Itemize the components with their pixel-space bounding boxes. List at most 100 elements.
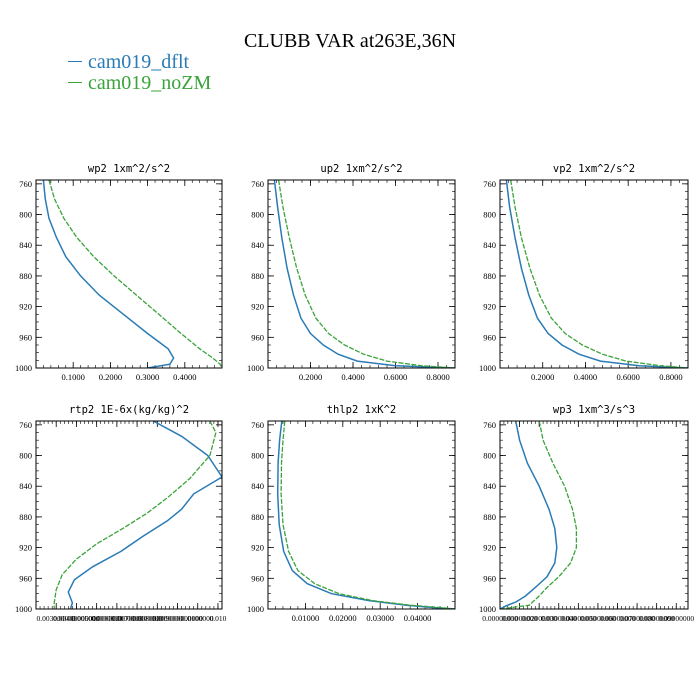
panel-title: up2 1xm^2/s^2 <box>320 163 402 175</box>
y-tick-label: 960 <box>483 573 496 583</box>
y-tick-label: 880 <box>251 512 264 522</box>
x-tick-label: 0.01000000 <box>502 614 538 623</box>
y-tick-label: 760 <box>19 420 32 430</box>
legend-label-nozm: cam019_noZM <box>88 72 212 94</box>
x-tick-label: 0.01000 <box>292 613 320 623</box>
x-tick-label: 0.006000000000 <box>92 614 143 623</box>
series-line-nozm <box>510 180 688 368</box>
x-tick-label: 0.09000000 <box>658 614 694 623</box>
y-tick-label: 920 <box>483 543 496 553</box>
y-tick-label: 800 <box>19 451 32 461</box>
x-tick-label: 0.005000000000 <box>71 614 122 623</box>
x-tick-label: 0.8000 <box>659 372 682 382</box>
panel-frame <box>35 420 223 610</box>
y-tick-label: 840 <box>251 481 264 491</box>
x-tick-label: 0.1000 <box>62 372 85 382</box>
x-tick-label: 0.8000 <box>426 372 449 382</box>
x-tick-label: 0.4000 <box>173 372 196 382</box>
series-line-dflt <box>505 180 688 368</box>
x-tick-label: 0.03000000 <box>541 614 577 623</box>
legend-swatch-nozm <box>68 81 82 83</box>
y-tick-label: 760 <box>483 420 496 430</box>
y-tick-label: 800 <box>251 451 264 461</box>
x-tick-label: 0.06000000 <box>600 614 636 623</box>
y-tick-label: 760 <box>251 420 264 430</box>
y-tick-label: 1000 <box>247 363 264 373</box>
panel-6: wp3 1xm^3/s^3 0.000000000.010000000.02000… <box>479 404 694 623</box>
y-tick-label: 760 <box>19 179 32 189</box>
x-tick-label: 0.08000000 <box>639 614 675 623</box>
y-tick-label: 960 <box>19 573 32 583</box>
y-tick-label: 840 <box>19 481 32 491</box>
legend-item-nozm: cam019_noZM <box>68 73 211 93</box>
x-tick-label: 0.010 <box>210 614 227 623</box>
figure-title: CLUBB VAR at263E,36N <box>243 30 457 52</box>
y-tick-label: 840 <box>19 240 32 250</box>
x-tick-label: 0.04000 <box>404 613 432 623</box>
x-tick-label: 0.02000000 <box>521 614 557 623</box>
x-tick-label: 0.07000000 <box>619 614 655 623</box>
series-line-nozm <box>500 421 578 609</box>
legend-swatch-dflt <box>68 60 82 62</box>
x-tick-label: 0.009000000000 <box>152 614 203 623</box>
y-tick-label: 920 <box>251 543 264 553</box>
x-tick-label: 0.03000 <box>366 613 394 623</box>
legend-item-dflt: cam019_dflt <box>68 52 189 72</box>
series-line-dflt <box>67 421 222 609</box>
panel-5: thlp2 1xK^2 0.01000 0.02000 0.03000 0.04000 7… <box>247 404 456 623</box>
x-tick-label: 0.2000 <box>531 372 554 382</box>
y-tick-label: 1000 <box>15 363 32 373</box>
y-tick-label: 960 <box>19 332 32 342</box>
y-tick-label: 960 <box>483 332 496 342</box>
x-tick-label: 0.4000 <box>341 372 364 382</box>
panel-title: wp3 1xm^3/s^3 <box>553 404 635 416</box>
x-tick-label: 0.2000 <box>299 372 322 382</box>
y-tick-label: 920 <box>19 543 32 553</box>
panel-title: wp2 1xm^2/s^2 <box>88 163 170 175</box>
y-tick-label: 840 <box>483 240 496 250</box>
x-tick-label: 0.00400000000 <box>53 614 100 623</box>
x-tick-label: 0.04000000 <box>561 614 597 623</box>
y-tick-label: 840 <box>251 240 264 250</box>
x-tick-label: 0.007000000000 <box>112 614 163 623</box>
series-line-nozm <box>277 180 455 368</box>
x-tick-label: 0.6000 <box>384 372 407 382</box>
y-tick-label: 960 <box>251 332 264 342</box>
y-tick-label: 800 <box>483 210 496 220</box>
x-tick-label: 0.2000 <box>99 372 122 382</box>
x-tick-label: 0.3000 <box>136 372 159 382</box>
panel-2: up2 1xm^2/s^2 0.2000 0.4000 0.6000 0.8000 760… <box>247 163 456 382</box>
panel-frame <box>499 420 689 610</box>
y-tick-label: 800 <box>251 210 264 220</box>
y-tick-label: 880 <box>251 271 264 281</box>
x-tick-label: 0.00000000 <box>482 614 518 623</box>
panel-title: thlp2 1xK^2 <box>327 404 397 416</box>
y-tick-label: 800 <box>483 451 496 461</box>
y-tick-label: 1000 <box>15 604 32 614</box>
y-tick-label: 800 <box>19 210 32 220</box>
series-line-dflt <box>273 180 455 368</box>
x-tick-label: 0.008000000000 <box>132 614 183 623</box>
panel-frame <box>267 179 456 369</box>
y-tick-label: 880 <box>483 271 496 281</box>
y-tick-label: 920 <box>251 302 264 312</box>
y-tick-label: 760 <box>483 179 496 189</box>
series-line-nozm <box>48 180 222 368</box>
y-tick-label: 880 <box>19 271 32 281</box>
y-tick-label: 760 <box>251 179 264 189</box>
panel-frame <box>267 420 456 610</box>
y-tick-label: 920 <box>19 302 32 312</box>
y-tick-label: 1000 <box>247 604 264 614</box>
panel-title: vp2 1xm^2/s^2 <box>553 163 635 175</box>
x-tick-label: 0.02000 <box>329 613 357 623</box>
x-tick-label: 0.0100000 <box>182 614 214 623</box>
x-tick-label: 0.003000000 <box>37 614 77 623</box>
series-line-dflt <box>500 421 558 609</box>
series-line-dflt <box>276 421 455 609</box>
panel-frame <box>35 179 223 369</box>
legend-label-dflt: cam019_dflt <box>88 51 190 73</box>
y-tick-label: 1000 <box>479 604 496 614</box>
panel-title: rtp2 1E-6x(kg/kg)^2 <box>69 404 189 416</box>
panel-1: wp2 1xm^2/s^2 0.1000 0.2000 0.3000 0.4000 760… <box>15 163 223 382</box>
